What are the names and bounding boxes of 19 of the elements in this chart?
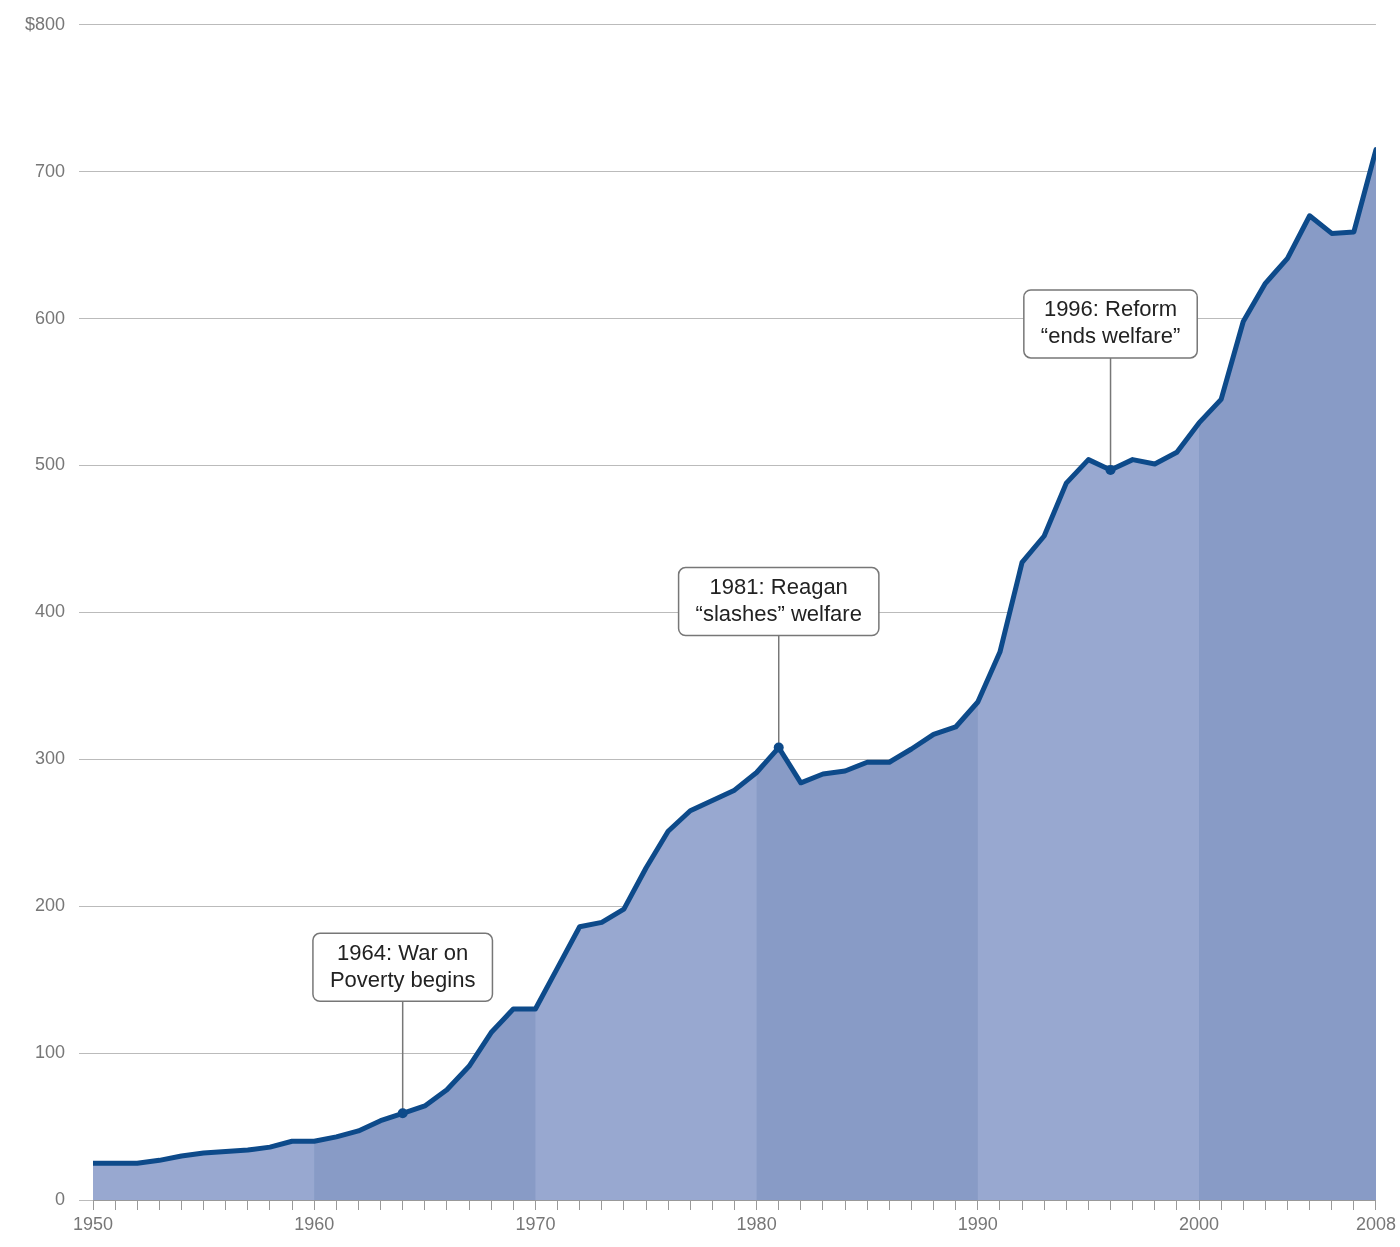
x-tick-label: 2008	[1355, 1213, 1396, 1234]
x-tick-label: 1980	[736, 1213, 777, 1234]
annotation: 1996: Reform “ends welfare”	[1040, 296, 1181, 349]
y-tick-label: 400	[34, 601, 65, 622]
x-tick-label: 1990	[957, 1213, 998, 1234]
y-tick-label: 200	[34, 895, 65, 916]
y-tick-label: 300	[34, 748, 65, 769]
y-tick-label: 0	[54, 1188, 65, 1209]
x-tick-label: 1970	[515, 1213, 556, 1234]
annotation: 1981: Reagan “slashes” welfare	[695, 574, 862, 627]
x-tick-label: 1950	[72, 1213, 114, 1234]
y-tick-label: 100	[34, 1042, 65, 1063]
y-tick-label: $800	[24, 13, 65, 34]
x-tick-label: 1960	[294, 1213, 335, 1234]
y-tick-label: 700	[34, 160, 65, 181]
y-tick-label: 600	[34, 307, 65, 328]
x-tick-label: 2000	[1178, 1213, 1220, 1234]
annotation: 1964: War on Poverty begins	[329, 939, 476, 992]
y-tick-label: 500	[34, 454, 65, 475]
